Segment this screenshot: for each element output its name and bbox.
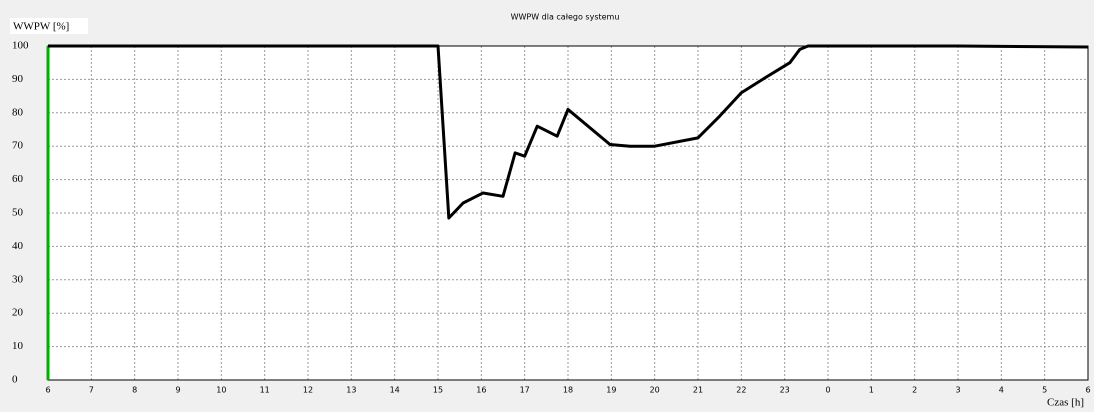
x-tick-label: 10 xyxy=(216,386,226,395)
x-tick-label: 22 xyxy=(736,386,746,395)
x-tick-label: 1 xyxy=(869,386,874,395)
x-tick-label: 4 xyxy=(999,386,1004,395)
y-tick-label: 100 xyxy=(12,40,29,52)
y-tick-label: 40 xyxy=(12,240,24,252)
x-tick-label: 0 xyxy=(825,386,830,395)
x-tick-label: 16 xyxy=(476,386,486,395)
x-tick-label: 6 xyxy=(1085,386,1090,395)
y-axis-label: WWPW [%] xyxy=(13,21,69,33)
y-tick-label: 50 xyxy=(12,207,24,219)
y-tick-label: 90 xyxy=(12,73,24,85)
y-tick-label: 80 xyxy=(12,106,24,118)
y-tick-label: 10 xyxy=(12,340,24,352)
x-tick-label: 9 xyxy=(175,386,180,395)
y-tick-label: 70 xyxy=(12,140,24,152)
x-tick-label: 17 xyxy=(520,386,530,395)
y-tick-label: 0 xyxy=(12,374,18,386)
x-tick-label: 21 xyxy=(693,386,703,395)
x-tick-label: 13 xyxy=(346,386,356,395)
x-tick-label: 12 xyxy=(303,386,313,395)
x-tick-label: 2 xyxy=(912,386,917,395)
x-tick-label: 6 xyxy=(45,386,50,395)
x-tick-label: 11 xyxy=(260,386,270,395)
x-tick-label: 19 xyxy=(606,386,616,395)
y-tick-label: 30 xyxy=(12,273,24,285)
ylabel-box xyxy=(10,18,88,34)
x-tick-label: 18 xyxy=(563,386,573,395)
chart-title: WWPW dla całego systemu xyxy=(511,13,620,22)
x-tick-label: 14 xyxy=(390,386,400,395)
x-tick-label: 3 xyxy=(955,386,960,395)
x-tick-label: 23 xyxy=(780,386,790,395)
x-tick-label: 15 xyxy=(433,386,443,395)
x-tick-label: 8 xyxy=(132,386,137,395)
y-tick-label: 60 xyxy=(12,173,24,185)
x-tick-label: 20 xyxy=(650,386,660,395)
x-tick-label: 7 xyxy=(89,386,94,395)
x-tick-label: 5 xyxy=(1042,386,1047,395)
series-line xyxy=(48,44,1089,220)
x-axis-label: Czas [h] xyxy=(1047,397,1084,409)
y-tick-label: 20 xyxy=(12,307,24,319)
